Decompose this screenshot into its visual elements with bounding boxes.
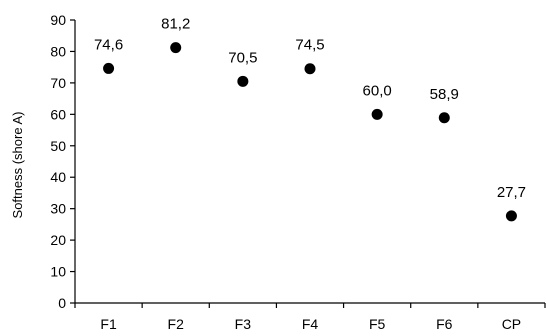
data-point [170,42,182,54]
y-tick-label: 30 [50,201,66,217]
data-point [103,62,115,74]
data-label: 74,6 [94,36,123,53]
data-labels: 74,6 81,2 70,5 74,5 60,0 58,9 27,7 [94,16,526,201]
data-label: 27,7 [497,184,526,201]
x-tick-label: F1 [100,316,117,332]
y-ticks: 0 10 20 30 40 50 60 70 80 90 [50,12,75,311]
x-tick-label: CP [502,316,521,332]
y-tick-label: 70 [50,75,66,91]
data-label: 74,5 [295,37,324,54]
data-label: 60,0 [363,82,392,99]
data-point [237,75,249,87]
y-tick-label: 90 [50,12,66,28]
y-tick-label: 50 [50,138,66,154]
y-axis-title: Softness (shore A) [10,112,25,219]
x-tick-label: F2 [168,316,185,332]
y-tick-label: 40 [50,169,66,185]
data-points [103,42,517,222]
data-point [371,108,383,120]
x-tick-label: F4 [302,316,319,332]
y-tick-label: 20 [50,232,66,248]
data-label: 58,9 [430,86,459,103]
data-point [438,112,450,124]
data-point [505,210,517,222]
x-tick-label: F3 [235,316,252,332]
y-tick-label: 10 [50,264,66,280]
x-tick-label: F5 [369,316,386,332]
x-ticks: F1 F2 F3 F4 F5 F6 CP [74,303,546,332]
data-label: 70,5 [228,49,257,66]
y-tick-label: 60 [50,106,66,122]
y-tick-label: 0 [58,295,66,311]
data-point [304,63,316,75]
x-tick-label: F6 [436,316,453,332]
data-label: 81,2 [161,16,190,33]
y-tick-label: 80 [50,43,66,59]
